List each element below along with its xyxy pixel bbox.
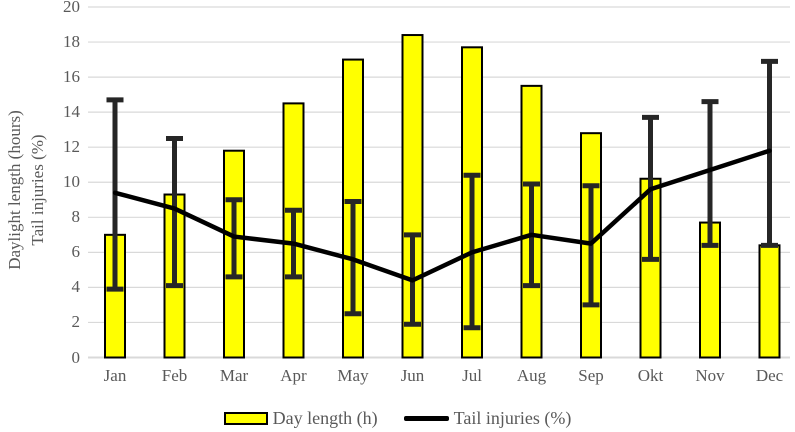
tail-injuries-line-swatch-icon — [403, 415, 449, 421]
tail-injuries-line — [112, 148, 772, 283]
y-tick-label-6: 6 — [71, 242, 81, 262]
x-tick-label-may: May — [337, 366, 369, 385]
x-tick-label-apr: Apr — [280, 366, 307, 385]
y-tick-label-18: 18 — [63, 32, 80, 52]
legend-item-tail-injuries: Tail injuries (%) — [403, 406, 572, 430]
x-tick-label-dec: Dec — [755, 366, 784, 385]
y-tick-label-20: 20 — [63, 0, 80, 16]
y-tick-label-10: 10 — [63, 172, 80, 192]
x-tick-label-sep: Sep — [578, 366, 604, 385]
x-tick-label-nov: Nov — [695, 366, 725, 385]
y-tick-label-2: 2 — [71, 312, 81, 332]
x-tick-label-jul: Jul — [462, 366, 482, 385]
legend: Day length (h) Tail injuries (%) — [0, 405, 795, 431]
y-tick-label-4: 4 — [71, 277, 81, 297]
y-tick-label-12: 12 — [63, 137, 80, 157]
x-tick-label-jan: Jan — [103, 366, 127, 385]
x-tick-label-jun: Jun — [400, 366, 425, 385]
y-tick-label-8: 8 — [71, 207, 81, 227]
y-tick-label-14: 14 — [63, 102, 80, 122]
y-axis-title-line1: Daylight length (hours) — [5, 110, 24, 270]
legend-label-tail-injuries: Tail injuries (%) — [453, 408, 572, 428]
x-tick-label-okt: Okt — [637, 366, 664, 385]
day-length-bar-dec — [758, 244, 781, 359]
day-length-swatch-icon — [223, 411, 268, 425]
legend-label-day-length: Day length (h) — [272, 408, 378, 428]
x-tick-label-feb: Feb — [161, 366, 188, 385]
legend-item-day-length: Day length (h) — [223, 406, 378, 430]
x-tick-label-mar: Mar — [219, 366, 249, 385]
y-tick-label-16: 16 — [63, 67, 80, 87]
x-tick-label-aug: Aug — [516, 366, 547, 385]
y-tick-label-0: 0 — [71, 347, 81, 367]
